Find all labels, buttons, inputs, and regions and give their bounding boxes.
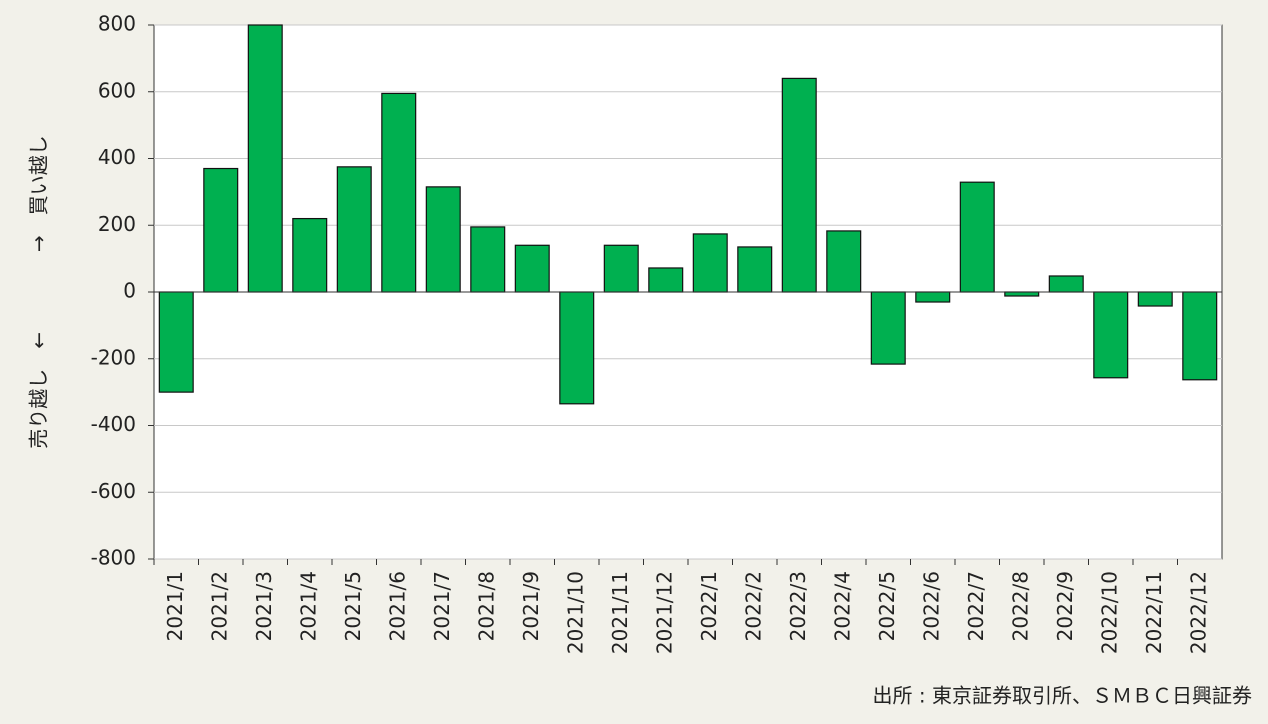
x-tick-label: 2022/3 <box>786 571 810 641</box>
y-tick-label: -800 <box>91 546 136 570</box>
bar <box>292 217 328 293</box>
x-tick-label: 2022/5 <box>875 571 899 641</box>
bar <box>203 167 239 293</box>
x-tick-label: 2021/6 <box>385 571 409 641</box>
x-tick-label: 2021/5 <box>341 571 365 641</box>
x-tick-label: 2021/1 <box>163 571 187 641</box>
x-tick-label: 2022/10 <box>1097 571 1121 654</box>
y-tick-label: 800 <box>98 12 136 36</box>
y-tick-label: 400 <box>98 145 136 169</box>
y-axis-label: 売り越し ← → 買い越し <box>27 135 51 449</box>
y-tick-label: 600 <box>98 78 136 102</box>
y-tick-label: 200 <box>98 212 136 236</box>
bar <box>781 77 817 293</box>
bar <box>1137 291 1173 307</box>
bar <box>336 166 372 293</box>
bar <box>603 244 639 293</box>
x-tick-label: 2022/1 <box>697 571 721 641</box>
bar <box>1182 291 1218 381</box>
x-tick-label: 2022/9 <box>1053 571 1077 641</box>
bar <box>826 230 862 293</box>
y-tick-label: 0 <box>123 279 136 303</box>
bar <box>737 246 773 293</box>
y-tick-label: -200 <box>91 345 136 369</box>
x-tick-label: 2022/12 <box>1186 571 1210 654</box>
x-tick-label: 2021/8 <box>474 571 498 641</box>
bar <box>1004 291 1040 297</box>
bar <box>1093 291 1129 379</box>
x-tick-label: 2022/8 <box>1008 571 1032 641</box>
bar <box>692 233 728 293</box>
bar <box>381 92 417 293</box>
bar <box>425 186 461 293</box>
bar <box>1048 275 1084 293</box>
x-tick-label: 2021/12 <box>652 571 676 654</box>
source-note: 出所 : 東京証券取引所、ＳＭＢＣ日興証券 <box>873 684 1252 708</box>
bar <box>915 291 951 303</box>
x-tick-label: 2021/3 <box>252 571 276 641</box>
x-tick-label: 2022/4 <box>830 571 854 641</box>
x-tick-label: 2021/9 <box>519 571 543 641</box>
bar <box>158 291 194 393</box>
x-tick-label: 2021/2 <box>207 571 231 641</box>
bar <box>648 267 684 293</box>
bar <box>470 226 506 293</box>
bar <box>559 291 595 405</box>
x-tick-label: 2022/7 <box>964 571 988 641</box>
bar <box>514 244 550 293</box>
bar <box>247 24 283 293</box>
x-tick-label: 2022/11 <box>1142 571 1166 654</box>
bar <box>870 291 906 365</box>
x-tick-label: 2021/4 <box>296 571 320 641</box>
x-tick-label: 2022/2 <box>741 571 765 641</box>
x-tick-label: 2022/6 <box>919 571 943 641</box>
y-tick-label: -400 <box>91 412 136 436</box>
y-tick-label: -600 <box>91 479 136 503</box>
bar <box>959 181 995 293</box>
x-tick-label: 2021/10 <box>563 571 587 654</box>
x-tick-label: 2021/11 <box>608 571 632 654</box>
x-tick-label: 2021/7 <box>430 571 454 641</box>
